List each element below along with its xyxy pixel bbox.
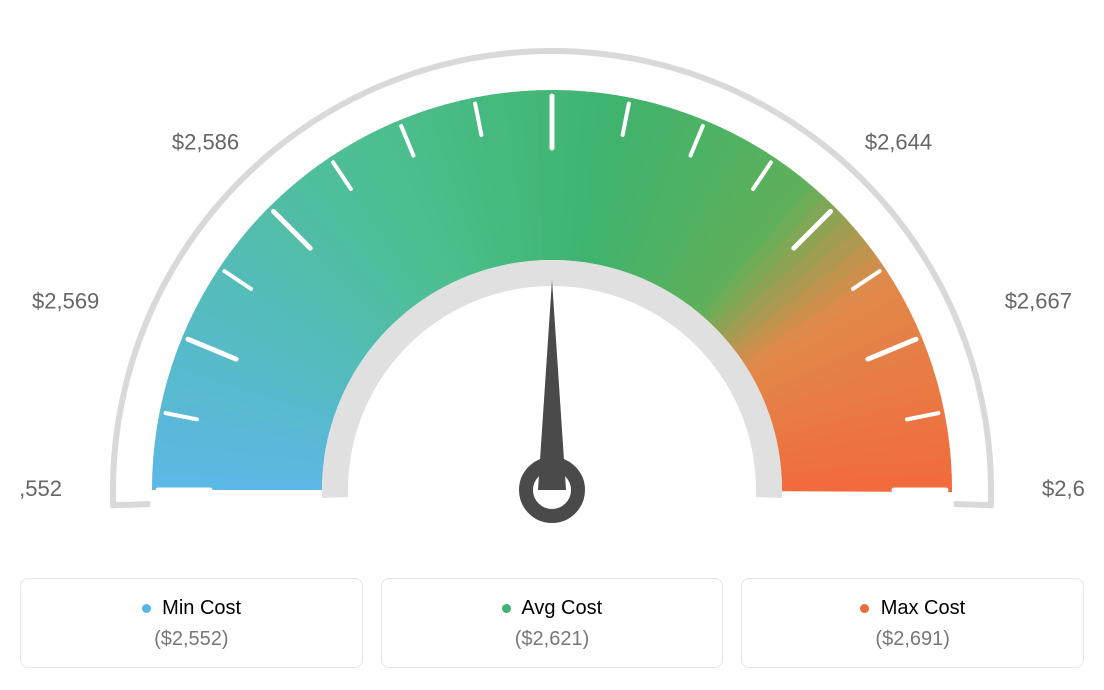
legend-card-max: Max Cost ($2,691) [741,578,1084,668]
legend-dot-avg [502,604,511,613]
svg-text:$2,586: $2,586 [172,129,239,154]
legend-card-min: Min Cost ($2,552) [20,578,363,668]
svg-text:$2,569: $2,569 [32,288,99,313]
gauge-svg: $2,552$2,569$2,586$2,621$2,644$2,667$2,6… [20,20,1084,560]
legend-title-min: Min Cost [31,597,352,620]
legend-label-min: Min Cost [162,597,241,619]
legend-value-min: ($2,552) [31,628,352,651]
legend-title-avg: Avg Cost [392,597,713,620]
legend-dot-max [860,604,869,613]
legend-dot-min [142,604,151,613]
svg-text:$2,552: $2,552 [20,476,62,501]
svg-text:$2,667: $2,667 [1005,288,1072,313]
legend-card-avg: Avg Cost ($2,621) [381,578,724,668]
legend-title-max: Max Cost [752,597,1073,620]
legend-row: Min Cost ($2,552) Avg Cost ($2,621) Max … [20,578,1084,668]
legend-label-max: Max Cost [881,597,965,619]
legend-value-avg: ($2,621) [392,628,713,651]
cost-gauge-chart: $2,552$2,569$2,586$2,621$2,644$2,667$2,6… [20,20,1084,668]
legend-label-avg: Avg Cost [521,597,602,619]
svg-text:$2,644: $2,644 [865,129,932,154]
svg-text:$2,691: $2,691 [1042,476,1084,501]
legend-value-max: ($2,691) [752,628,1073,651]
